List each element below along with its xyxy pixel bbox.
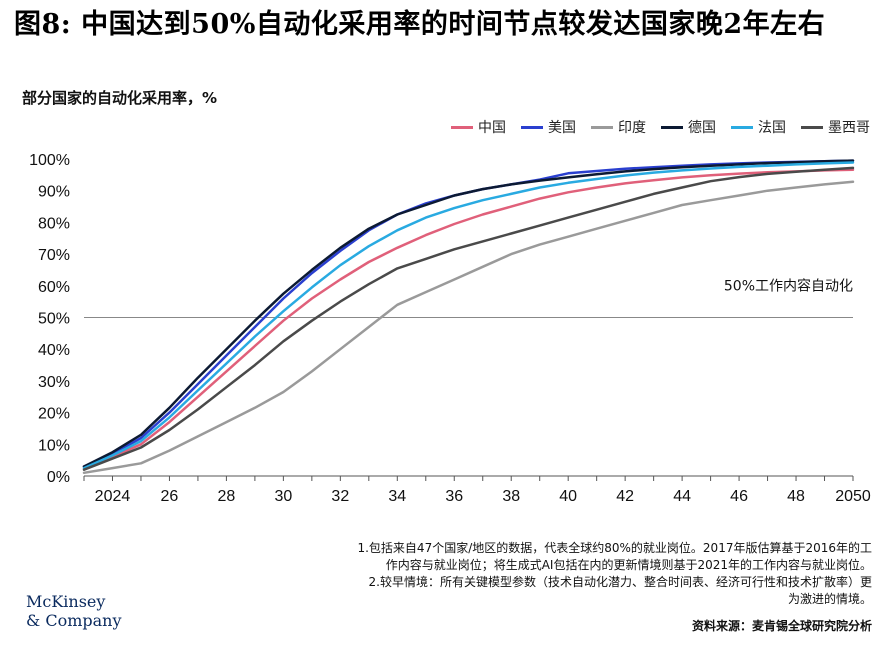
legend-label: 印度 bbox=[618, 120, 646, 136]
legend-label: 德国 bbox=[688, 120, 716, 136]
footnote-line: 2.较早情境：所有关键模型参数（技术自动化潜力、整合时间表、经济可行性和技术扩散… bbox=[368, 575, 872, 589]
y-tick-label: 70% bbox=[38, 247, 70, 264]
legend-label: 美国 bbox=[548, 120, 576, 136]
x-tick-label: 46 bbox=[730, 488, 748, 505]
legend-item: 墨西哥 bbox=[801, 117, 870, 137]
source-note: 资料来源：麦肯锡全球研究院分析 bbox=[691, 619, 872, 633]
y-tick-label: 10% bbox=[38, 437, 70, 454]
logo-line-2: & Company bbox=[26, 611, 122, 630]
page-title: 图8: 中国达到50%自动化采用率的时间节点较发达国家晚2年左右 bbox=[14, 9, 826, 40]
y-tick-label: 40% bbox=[38, 342, 70, 359]
series-line bbox=[82, 159, 855, 468]
legend-swatch bbox=[731, 125, 753, 129]
x-tick-label: 2050 bbox=[835, 488, 871, 505]
x-tick-label: 36 bbox=[445, 488, 463, 505]
y-tick-label: 60% bbox=[38, 279, 70, 296]
chart-subtitle: 部分国家的自动化采用率，% bbox=[22, 89, 218, 107]
x-tick-label: 38 bbox=[502, 488, 520, 505]
series-line bbox=[82, 180, 855, 475]
y-tick-label: 0% bbox=[47, 469, 70, 486]
x-tick-label: 42 bbox=[616, 488, 634, 505]
legend-item: 美国 bbox=[521, 117, 576, 137]
x-tick-label: 48 bbox=[787, 488, 805, 505]
x-tick-label: 26 bbox=[161, 488, 179, 505]
reference-line-label: 50%工作内容自动化 bbox=[724, 278, 853, 295]
y-tick-label: 20% bbox=[38, 406, 70, 423]
y-tick-label: 50% bbox=[38, 311, 70, 328]
x-tick-label: 28 bbox=[218, 488, 236, 505]
series-line bbox=[82, 159, 855, 468]
logo-line-1: McKinsey bbox=[26, 592, 106, 611]
company-logo: McKinsey & Company bbox=[26, 592, 122, 630]
x-tick-label: 32 bbox=[331, 488, 349, 505]
legend-item: 德国 bbox=[661, 117, 716, 137]
legend-swatch bbox=[451, 125, 473, 129]
legend-swatch bbox=[591, 125, 613, 129]
y-tick-label: 80% bbox=[38, 215, 70, 232]
y-tick-label: 100% bbox=[29, 152, 70, 169]
legend-label: 中国 bbox=[478, 120, 506, 136]
legend-item: 印度 bbox=[591, 117, 646, 137]
legend-swatch bbox=[521, 125, 543, 129]
x-tick-label: 34 bbox=[388, 488, 406, 505]
chart-legend: 中国 美国 印度 德国 法国 墨西哥 bbox=[451, 117, 870, 137]
footnotes: 1.包括来自47个国家/地区的数据，代表全球约80%的就业岗位。2017年版估算… bbox=[232, 540, 872, 608]
legend-item: 法国 bbox=[731, 117, 786, 137]
legend-swatch bbox=[801, 125, 823, 129]
x-tick-label: 2024 bbox=[95, 488, 131, 505]
footnote-line: 为激进的情境。 bbox=[787, 592, 872, 606]
y-tick-label: 30% bbox=[38, 374, 70, 391]
line-chart: 0% 10% 20% 30% 40% 50% 60% 70% 80% 90% 100% 2024 26 2… bbox=[29, 152, 871, 505]
legend-item: 中国 bbox=[451, 117, 506, 137]
legend-swatch bbox=[661, 125, 683, 129]
y-tick-label: 90% bbox=[38, 184, 70, 201]
series-line bbox=[82, 161, 855, 470]
x-tick-label: 40 bbox=[559, 488, 577, 505]
footnote-line: 作内容与就业岗位；将生成式AI包括在内的更新情境则基于2021年的工作内容与就业… bbox=[385, 558, 872, 572]
x-tick-label: 44 bbox=[673, 488, 691, 505]
legend-label: 墨西哥 bbox=[828, 120, 870, 136]
series-line bbox=[82, 166, 855, 471]
footnote-line: 1.包括来自47个国家/地区的数据，代表全球约80%的就业岗位。2017年版估算… bbox=[357, 541, 872, 555]
series-line bbox=[82, 168, 855, 470]
legend-label: 法国 bbox=[758, 120, 786, 136]
x-tick-label: 30 bbox=[274, 488, 292, 505]
